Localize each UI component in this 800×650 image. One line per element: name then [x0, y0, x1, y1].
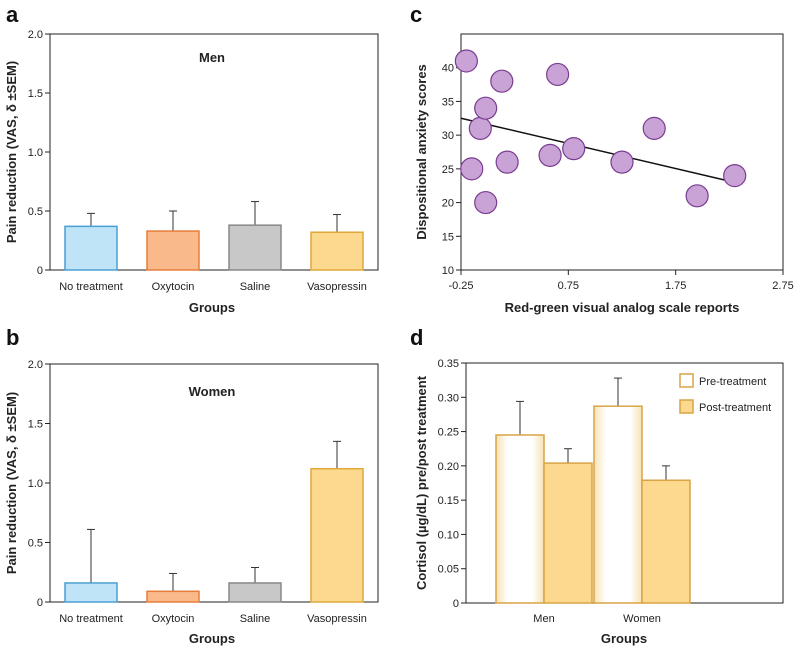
- panel-d-y-tick-label: 0.15: [438, 495, 459, 507]
- panel-d-y-tick-label: 0.10: [438, 529, 459, 541]
- panel-b-y-tick-label: 0.5: [28, 538, 43, 550]
- panel-c-y-tick-label: 40: [442, 63, 454, 75]
- legend-swatch-post-treatment: [679, 399, 694, 414]
- panel-c-x-tick-label: 0.75: [558, 280, 579, 292]
- legend-label-pre-treatment: Pre-treatment: [699, 376, 766, 388]
- scatter-point-5: [474, 190, 498, 215]
- panel-d-y-tick-label: 0: [453, 598, 459, 610]
- scatter-point-8: [538, 143, 562, 167]
- scatter-point-2: [460, 157, 484, 181]
- panel-c-y-tick-label: 35: [442, 96, 454, 108]
- x-tick-label-women: Women: [623, 613, 661, 625]
- panel-b-y-tick-label: 0: [37, 597, 43, 609]
- scatter-point-4: [474, 96, 498, 120]
- panel-d-x-axis-label: Groups: [601, 631, 647, 646]
- panel-label-a: a: [6, 2, 19, 27]
- panel-d-cortisol-bar-chart: 0 0.05 0.10 0.15 0.20 0.25 0.30 0.35 Men Women P…: [414, 358, 784, 646]
- x-tick-label-vasopressin: Vasopressin: [307, 281, 367, 293]
- x-tick-label-vasopressin: Vasopressin: [307, 613, 367, 625]
- bar-saline: [228, 224, 282, 271]
- panel-b-women-bar-chart: Women 0 0.5 1.0 1.5 2.0 No treatment Oxytocin…: [4, 359, 379, 646]
- panel-d-y-tick-label: 0.30: [438, 392, 459, 404]
- panel-d-y-tick-label: 0.05: [438, 564, 459, 576]
- scatter-point-9: [545, 62, 570, 87]
- panel-a-y-tick-label: 1.0: [28, 147, 43, 159]
- bar-oxytocin: [146, 230, 200, 271]
- x-tick-label-no-treatment: No treatment: [59, 613, 123, 625]
- panel-c-x-tick-label: 2.75: [772, 280, 793, 292]
- legend-swatch-pre-treatment: [679, 373, 694, 388]
- bar-no-treatment: [64, 582, 118, 603]
- scatter-point-6: [490, 69, 514, 93]
- bar-oxytocin: [146, 590, 200, 603]
- scatter-point-13: [685, 184, 709, 208]
- x-tick-label-men: Men: [533, 613, 554, 625]
- panel-c-y-tick-label: 25: [442, 164, 454, 176]
- panel-b-title: Women: [189, 384, 236, 399]
- panel-label-c: c: [410, 2, 422, 27]
- bar-men-post-treatment: [543, 462, 593, 604]
- panel-c-trendline: [460, 117, 735, 184]
- legend-label-post-treatment: Post-treatment: [699, 402, 771, 414]
- bar-vasopressin: [310, 467, 364, 603]
- panel-b-y-tick-label: 1.5: [28, 419, 43, 431]
- panel-d-y-tick-label: 0.35: [438, 358, 459, 370]
- panel-c-plot-frame: [460, 33, 784, 271]
- scatter-point-12: [642, 116, 666, 140]
- panel-b-y-tick-label: 1.0: [28, 478, 43, 490]
- panel-c-y-axis-label: Dispositional anxiety scores: [414, 64, 429, 240]
- bar-no-treatment: [64, 225, 118, 271]
- panel-d-legend: Pre-treatment Post-treatment: [679, 373, 771, 414]
- bar-men-pre-treatment: [495, 434, 545, 604]
- panel-d-y-tick-label: 0.25: [438, 427, 459, 439]
- panel-c-x-tick-label: -0.25: [448, 280, 473, 292]
- panel-a-y-tick-label: 0: [37, 265, 43, 277]
- panel-a-y-tick-label: 0.5: [28, 206, 43, 218]
- panel-b-x-axis-label: Groups: [189, 631, 235, 646]
- scatter-point-11: [610, 150, 634, 174]
- panel-a-men-bar-chart: Men 0 0.5 1.0 1.5 2.0 No treatment Oxytocin Sa…: [4, 29, 379, 315]
- x-tick-label-oxytocin: Oxytocin: [152, 281, 195, 293]
- scatter-point-3: [468, 116, 492, 140]
- panel-d-y-axis-label: Cortisol (µg/dL) pre/post treatment: [414, 375, 429, 590]
- panel-c-x-tick-label: 1.75: [665, 280, 686, 292]
- x-tick-label-saline: Saline: [240, 281, 271, 293]
- panel-label-b: b: [6, 325, 19, 350]
- panel-c-y-tick-label: 30: [442, 130, 454, 142]
- bar-saline: [228, 582, 282, 603]
- panel-c-x-axis-label: Red-green visual analog scale reports: [505, 300, 740, 315]
- panel-d-y-tick-label: 0.20: [438, 461, 459, 473]
- panel-a-title: Men: [199, 50, 225, 65]
- panel-c-y-tick-label: 15: [442, 231, 454, 243]
- bar-women-pre-treatment: [593, 405, 643, 604]
- scatter-point-14: [723, 164, 747, 188]
- panel-b-y-tick-label: 2.0: [28, 359, 43, 371]
- panel-a-y-tick-label: 2.0: [28, 29, 43, 41]
- scatter-point-1: [454, 49, 478, 73]
- panel-label-d: d: [410, 325, 423, 350]
- x-tick-label-no-treatment: No treatment: [59, 281, 123, 293]
- panel-a-x-axis-label: Groups: [189, 300, 235, 315]
- panel-c-scatter-plot: 10 15 20 25 30 35 40 -0.25 0.75 1.75 2.75 Red-gre…: [414, 33, 794, 315]
- bar-vasopressin: [310, 231, 364, 271]
- panel-b-y-axis-label: Pain reduction (VAS, δ ±SEM): [4, 392, 19, 574]
- panel-c-y-tick-label: 20: [442, 198, 454, 210]
- panel-a-y-axis-label: Pain reduction (VAS, δ ±SEM): [4, 61, 19, 243]
- panel-a-y-tick-label: 1.5: [28, 88, 43, 100]
- panel-c-y-tick-label: 10: [442, 265, 454, 277]
- x-tick-label-saline: Saline: [240, 613, 271, 625]
- bar-women-post-treatment: [641, 479, 691, 604]
- x-tick-label-oxytocin: Oxytocin: [152, 613, 195, 625]
- scatter-point-7: [495, 150, 519, 174]
- scatter-point-10: [562, 137, 586, 161]
